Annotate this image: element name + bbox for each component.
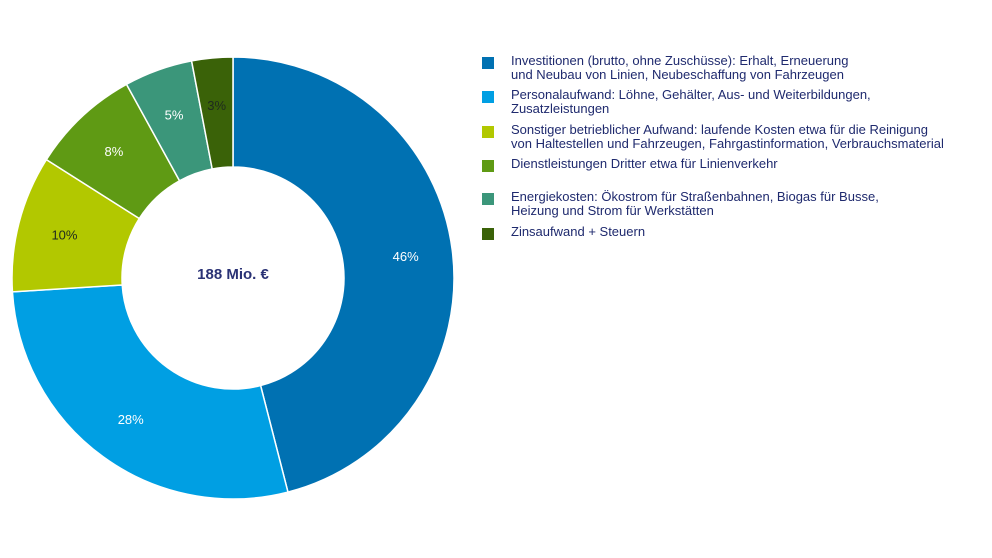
legend-item: Dienstleistungen Dritter etwa für Linien… xyxy=(482,157,778,172)
legend-label: Personalaufwand: Löhne, Gehälter, Aus- u… xyxy=(511,87,871,116)
legend-item: Energiekosten: Ökostrom für Straßenbahne… xyxy=(482,190,879,218)
donut-slice xyxy=(232,56,455,493)
slice-value-label: 28% xyxy=(118,412,144,427)
slice-value-label: 46% xyxy=(393,249,419,264)
legend-swatch xyxy=(482,160,494,172)
slice-value-label: 8% xyxy=(104,144,123,159)
donut-center-label: 188 Mio. € xyxy=(197,266,269,283)
donut-chart: 46% 28% 10% 8% 5% 3% xyxy=(11,56,455,500)
legend-item: Zinsaufwand + Steuern xyxy=(482,225,645,240)
legend-swatch xyxy=(482,91,494,103)
slice-value-label: 10% xyxy=(51,228,77,243)
legend-label: Zinsaufwand + Steuern xyxy=(511,224,646,239)
donut-slice xyxy=(11,284,289,500)
slice-value-label: 3% xyxy=(207,98,226,113)
legend-swatch xyxy=(482,228,494,240)
legend-label: Energiekosten: Ökostrom für Straßenbahne… xyxy=(511,189,879,218)
legend-label: Investitionen (brutto, ohne Zuschüsse): … xyxy=(511,53,849,82)
legend-label: Dienstleistungen Dritter etwa für Linien… xyxy=(511,156,778,171)
legend-item: Personalaufwand: Löhne, Gehälter, Aus- u… xyxy=(482,88,871,116)
legend-label: Sonstiger betrieblicher Aufwand: laufend… xyxy=(511,122,944,151)
legend-item: Sonstiger betrieblicher Aufwand: laufend… xyxy=(482,123,944,151)
legend-swatch xyxy=(482,57,494,69)
legend-item: Investitionen (brutto, ohne Zuschüsse): … xyxy=(482,54,848,82)
legend-swatch xyxy=(482,193,494,205)
donut-slice xyxy=(190,56,234,170)
slice-value-label: 5% xyxy=(165,107,184,122)
legend-swatch xyxy=(482,126,494,138)
